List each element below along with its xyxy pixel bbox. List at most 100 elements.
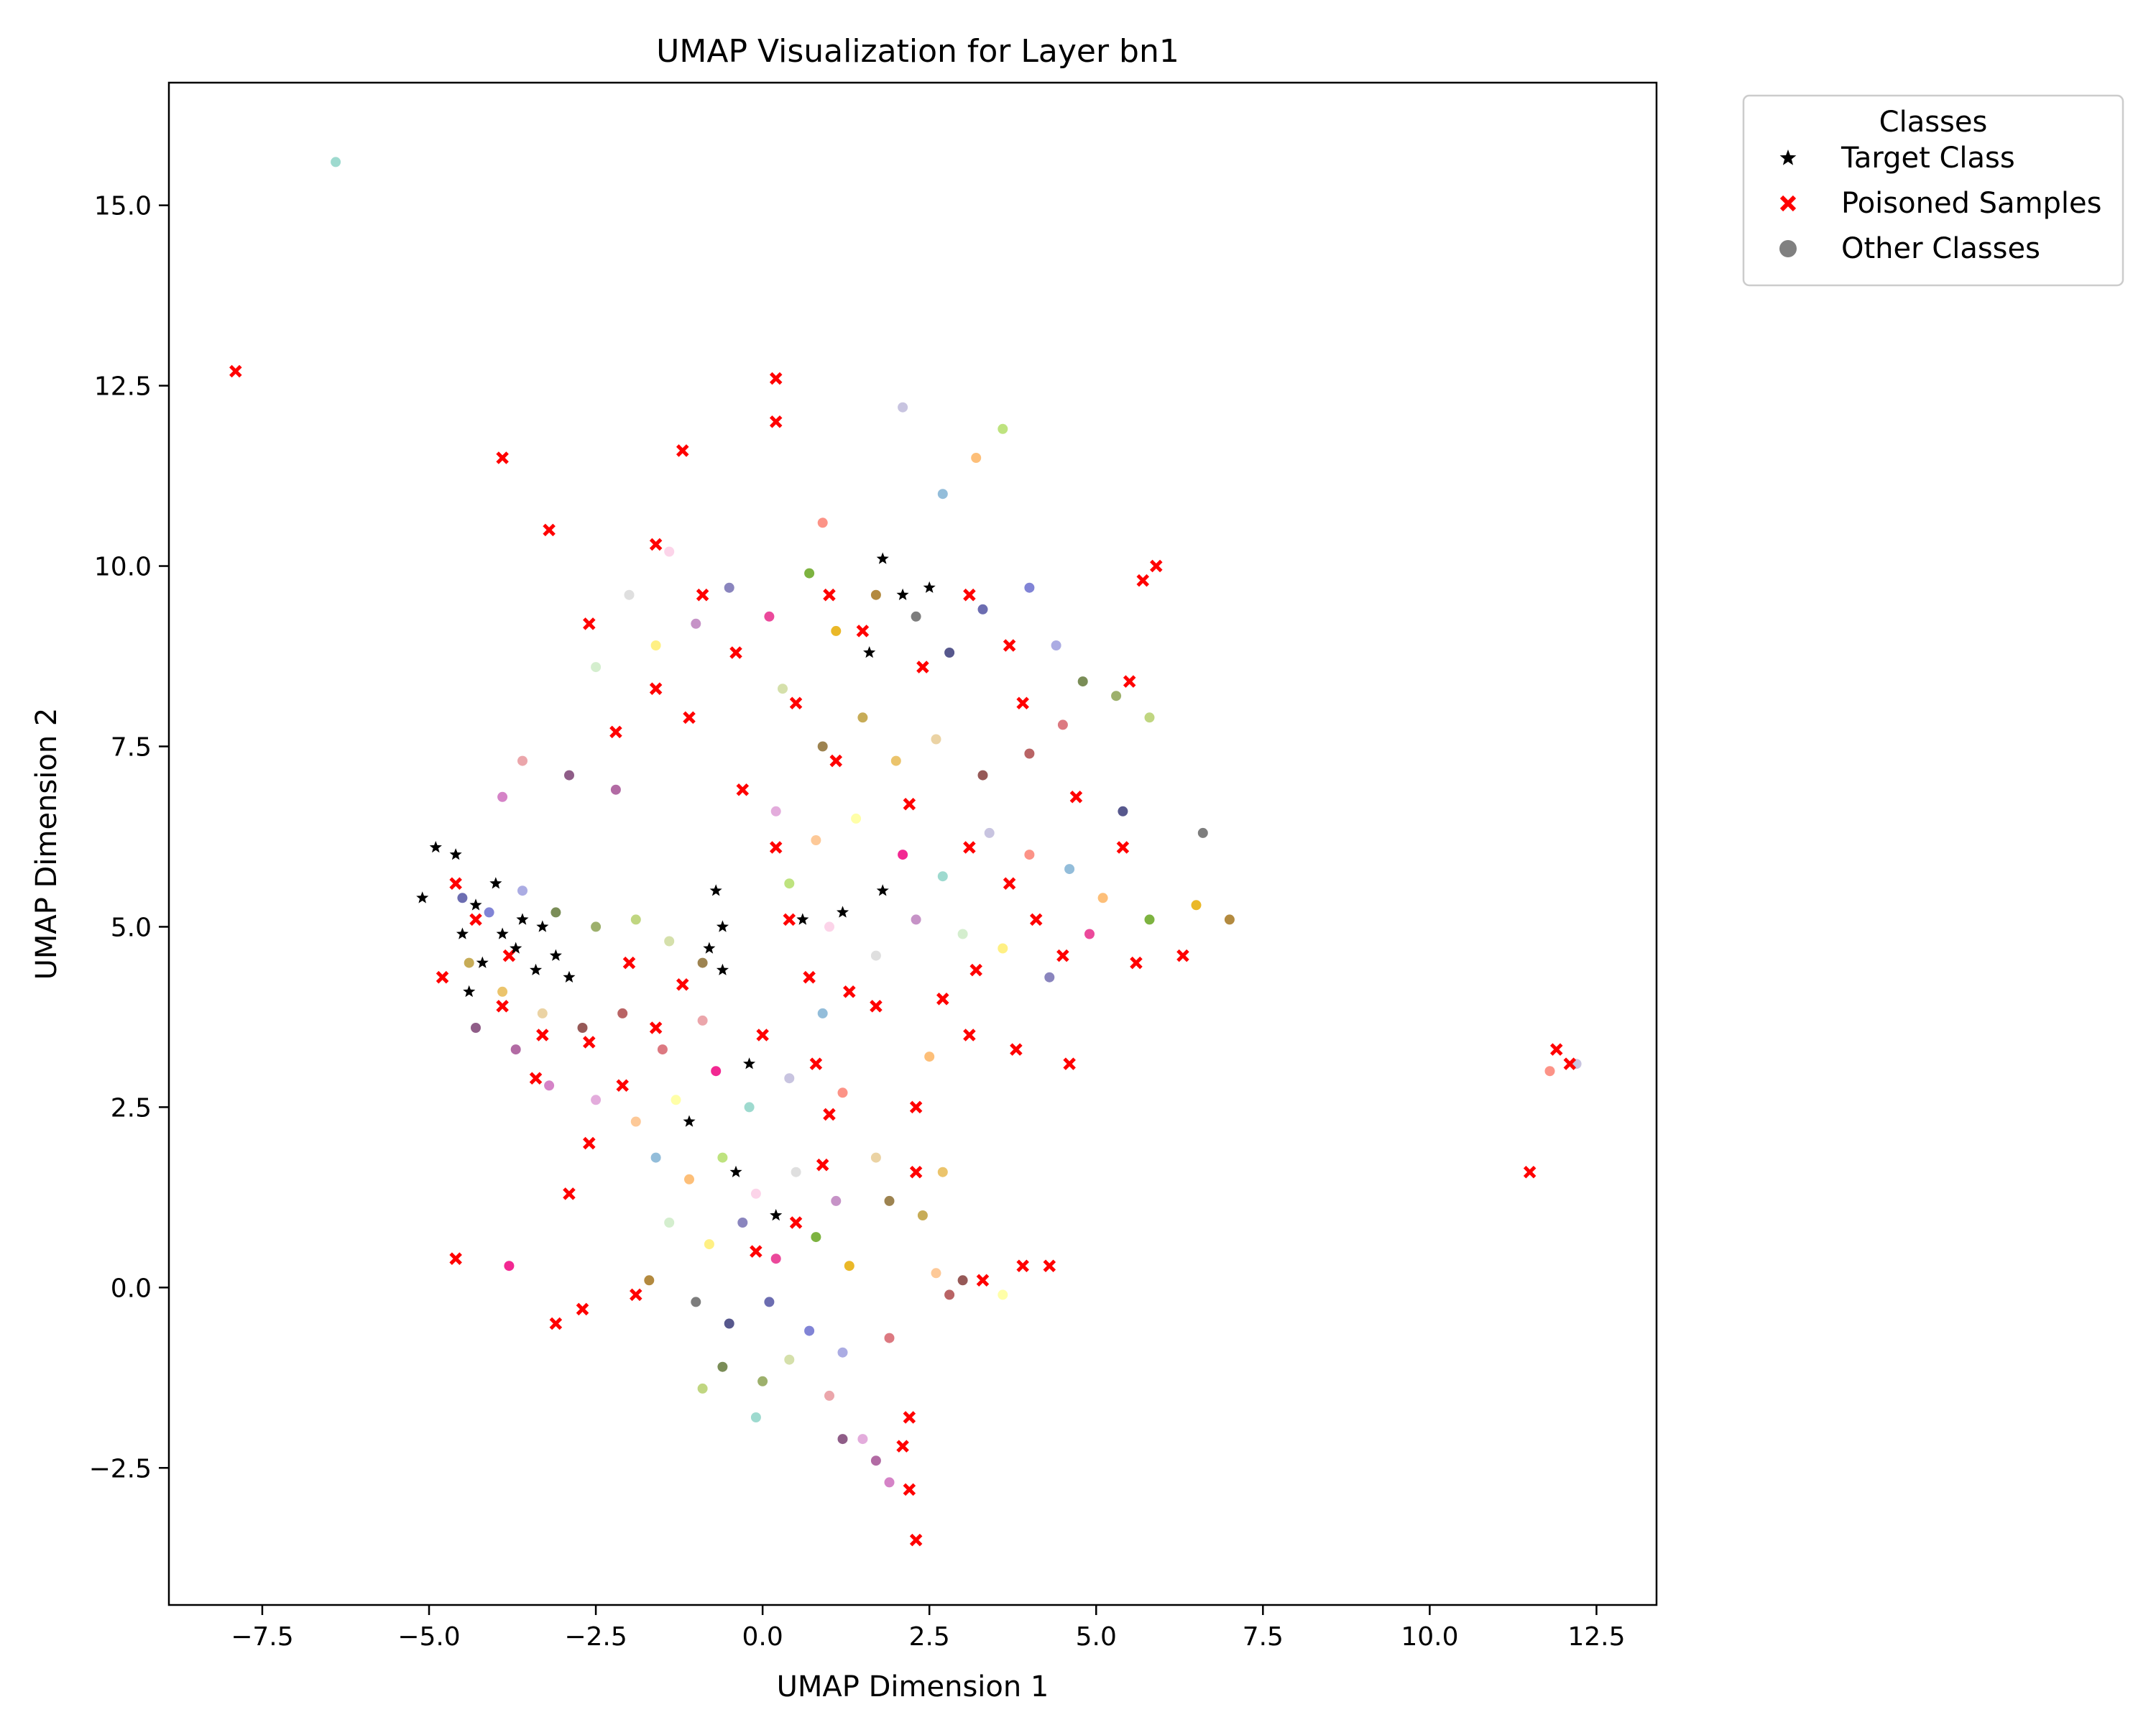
other-class-point: [471, 1023, 481, 1033]
other-class-point: [870, 950, 881, 961]
poisoned-sample-point: [1016, 696, 1029, 710]
poisoned-sample-point: [583, 617, 596, 630]
x-axis-label: UMAP Dimension 1: [777, 1670, 1049, 1703]
other-class-point: [517, 755, 528, 766]
target-class-point: [796, 913, 809, 925]
other-class-point: [744, 1102, 755, 1113]
other-class-point: [817, 741, 828, 752]
other-class-point: [717, 1361, 728, 1372]
x-tick-label: 2.5: [909, 1622, 950, 1652]
x-tick-label: 5.0: [1076, 1622, 1117, 1652]
other-class-point: [870, 1152, 881, 1163]
poisoned-sample-point: [769, 841, 783, 854]
other-class-point: [664, 936, 675, 947]
other-class-point: [517, 886, 528, 896]
poisoned-sample-point: [649, 1021, 663, 1034]
poisoned-sample-point: [870, 1000, 883, 1013]
other-class-point: [1191, 900, 1202, 911]
poisoned-sample-point: [1176, 949, 1189, 962]
poisoned-sample-point: [903, 798, 916, 811]
other-class-point: [1111, 691, 1122, 702]
poisoned-sample-point: [683, 711, 696, 724]
other-class-point: [998, 1289, 1008, 1300]
other-class-point: [857, 712, 868, 723]
other-class-point: [911, 914, 921, 925]
other-class-point: [1057, 719, 1068, 730]
target-class-point: [530, 963, 543, 975]
target-class-point: [716, 963, 729, 975]
other-class-point: [778, 684, 788, 694]
scatter-points: [229, 157, 1582, 1547]
other-class-point: [331, 157, 341, 167]
other-class-point: [644, 1275, 655, 1286]
poisoned-sample-point: [1016, 1259, 1029, 1272]
poisoned-sample-point: [976, 1274, 990, 1287]
poisoned-sample-point: [909, 1100, 923, 1114]
other-class-point: [971, 453, 982, 463]
poisoned-sample-point: [969, 963, 982, 977]
poisoned-sample-point: [1549, 1043, 1563, 1056]
poisoned-sample-point: [529, 1072, 543, 1085]
poisoned-sample-point: [449, 877, 462, 890]
poisoned-sample-point: [609, 725, 622, 739]
poisoned-sample-point: [436, 970, 449, 984]
other-class-point: [457, 893, 468, 903]
other-class-point: [697, 957, 708, 968]
other-class-point: [510, 1044, 521, 1055]
target-class-point: [549, 949, 562, 961]
target-class-point: [709, 884, 722, 896]
plot-area: [167, 81, 1658, 1606]
legend-title: Classes: [1879, 106, 1988, 139]
target-class-point: [703, 942, 716, 954]
other-class-point: [884, 1195, 895, 1206]
poisoned-sample-point: [783, 913, 796, 926]
other-class-point: [984, 827, 995, 838]
poisoned-sample-point: [769, 415, 783, 428]
target-class-point: [896, 588, 909, 600]
other-class-point: [624, 589, 635, 600]
other-class-point: [711, 1066, 722, 1077]
target-class-point: [496, 927, 509, 939]
other-class-point: [844, 1261, 854, 1271]
other-class-point: [550, 907, 561, 918]
legend-marker-other: [1779, 240, 1797, 257]
other-class-point: [998, 423, 1008, 434]
poisoned-sample-point: [1029, 913, 1043, 926]
target-class-point: [429, 841, 442, 853]
other-class-point: [1097, 893, 1108, 903]
other-class-point: [944, 648, 955, 658]
target-class-point: [743, 1057, 756, 1070]
poisoned-sample-point: [823, 1108, 836, 1121]
other-class-point: [697, 1383, 708, 1394]
other-class-point: [1024, 748, 1035, 759]
target-class-point: [876, 884, 889, 896]
y-tick-label: 0.0: [111, 1274, 152, 1303]
target-class-point: [683, 1115, 696, 1127]
poisoned-sample-point: [630, 1288, 642, 1302]
other-class-point: [804, 1325, 815, 1336]
other-class-point: [784, 1354, 795, 1365]
other-class-point: [937, 871, 948, 882]
poisoned-sample-point: [1116, 841, 1130, 854]
other-class-point: [870, 589, 881, 600]
poisoned-sample-point: [1130, 956, 1143, 970]
other-class-point: [911, 611, 921, 622]
poisoned-sample-point: [543, 523, 556, 537]
other-class-point: [1024, 582, 1035, 593]
other-class-point: [764, 611, 775, 622]
chart-title: UMAP Visualization for Layer bn1: [656, 33, 1179, 70]
target-class-point: [536, 920, 549, 932]
other-class-point: [591, 921, 602, 932]
poisoned-sample-point: [1003, 639, 1016, 652]
poisoned-sample-point: [1136, 574, 1150, 587]
other-class-point: [1084, 929, 1095, 939]
other-class-point: [691, 618, 701, 629]
poisoned-sample-point: [616, 1079, 629, 1092]
other-class-point: [924, 1052, 935, 1062]
y-tick-label: 5.0: [111, 913, 152, 942]
target-class-point: [516, 913, 529, 925]
poisoned-sample-point: [729, 646, 742, 659]
target-class-point: [510, 942, 522, 954]
other-class-point: [724, 1318, 734, 1329]
other-class-point: [691, 1297, 701, 1307]
